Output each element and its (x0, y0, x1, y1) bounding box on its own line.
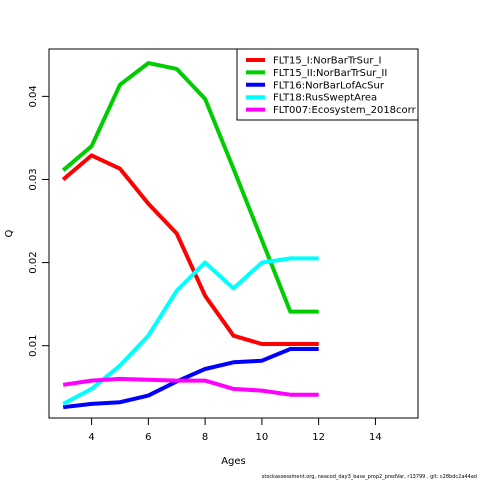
y-tick-label-3: 0.04 (28, 85, 39, 107)
legend-label-4: FLT007:Ecosystem_2018corr (273, 105, 417, 116)
legend: FLT15_I:NorBarTrSur_IFLT15_II:NorBarTrSu… (236, 48, 419, 121)
x-tick-label-2: 8 (202, 432, 208, 443)
x-tick-label-5: 14 (369, 432, 382, 443)
x-tick-label-3: 10 (256, 432, 269, 443)
footer-caption: stockassessment.org, neacod_day3_base_pr… (261, 474, 477, 480)
legend-label-0: FLT15_I:NorBarTrSur_I (273, 56, 381, 67)
legend-label-2: FLT16:NorBarLofAcSur (273, 80, 385, 91)
y-tick-label-2: 0.03 (28, 168, 39, 190)
y-tick-label-1: 0.02 (28, 251, 39, 273)
series-layer (61, 61, 319, 410)
series-line-1 (61, 61, 319, 314)
series-line-3 (62, 256, 319, 406)
y-tick-label-0: 0.01 (28, 335, 39, 357)
series-line-0 (61, 153, 319, 346)
series-line-4 (62, 376, 319, 397)
legend-box (236, 48, 419, 121)
x-tick-label-1: 6 (145, 432, 151, 443)
x-tick-label-4: 12 (312, 432, 325, 443)
series-line-2 (62, 347, 319, 410)
y-axis-title: Q (4, 229, 15, 237)
x-axis: 4 6 8 10 12 14 (88, 417, 382, 443)
x-tick-label-0: 4 (88, 432, 94, 443)
legend-label-3: FLT18:RusSweptArea (273, 93, 377, 104)
y-axis: 0.01 0.02 0.03 0.04 (28, 85, 50, 357)
legend-label-1: FLT15_II:NorBarTrSur_II (273, 68, 387, 79)
x-axis-title: Ages (221, 456, 246, 467)
